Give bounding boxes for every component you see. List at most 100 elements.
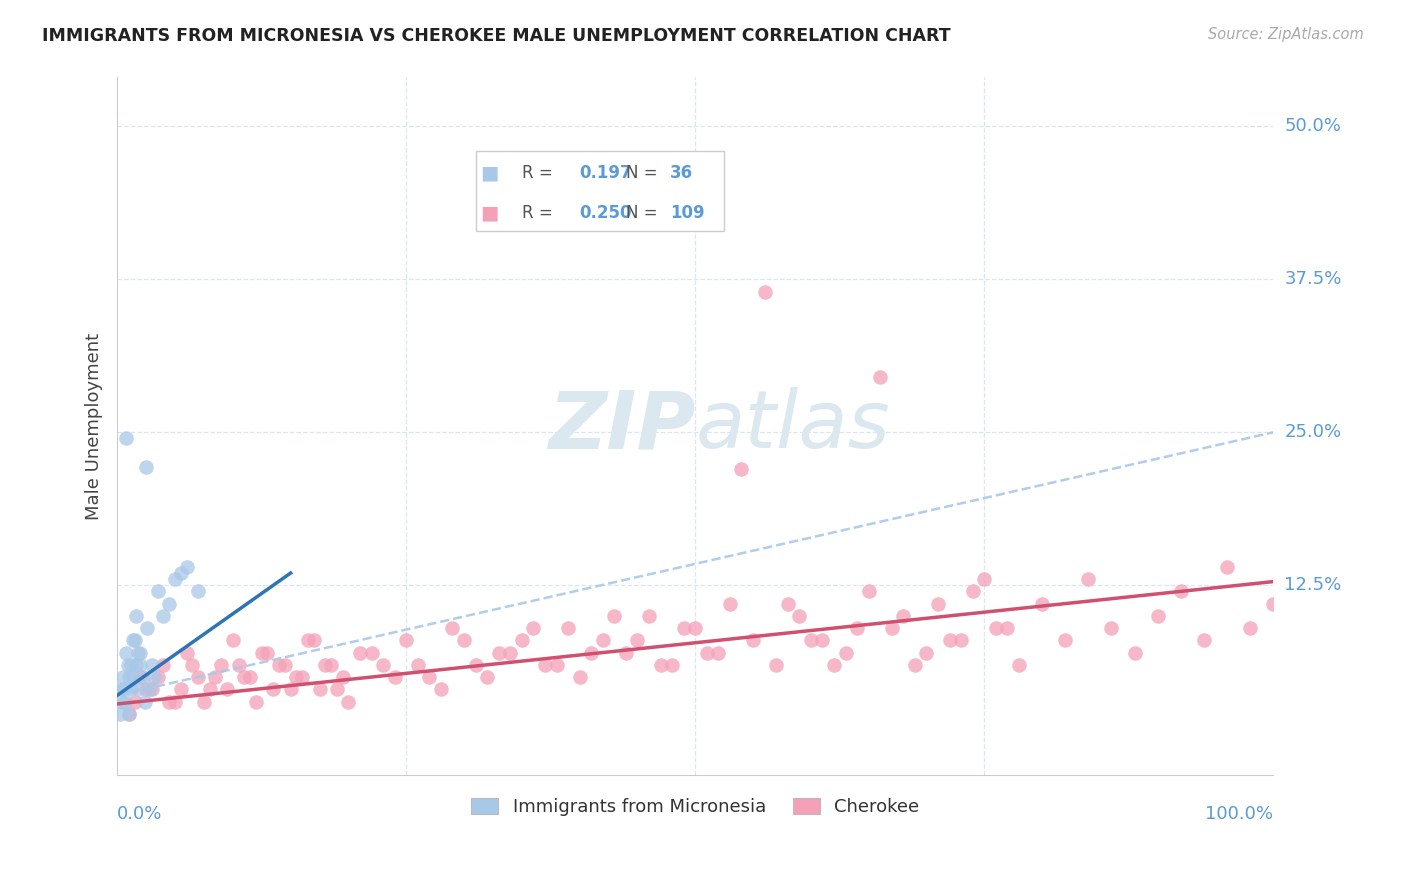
- Point: [765, 657, 787, 672]
- Text: N =: N =: [626, 204, 662, 222]
- Point: [285, 670, 308, 684]
- Point: [995, 621, 1018, 635]
- Point: [707, 646, 730, 660]
- Point: [124, 694, 146, 708]
- Point: [776, 597, 799, 611]
- Point: [125, 608, 148, 623]
- Point: [250, 646, 273, 660]
- Point: [475, 670, 498, 684]
- Point: [127, 646, 149, 660]
- Point: [891, 608, 914, 623]
- Point: [146, 584, 169, 599]
- Point: [927, 597, 949, 611]
- Point: [683, 621, 706, 635]
- Point: [938, 633, 960, 648]
- Point: [1263, 597, 1285, 611]
- Point: [1239, 621, 1261, 635]
- Point: [314, 657, 336, 672]
- Point: [134, 694, 156, 708]
- Point: [406, 657, 429, 672]
- Text: ■: ■: [481, 203, 499, 223]
- Point: [120, 657, 142, 672]
- Point: [280, 682, 302, 697]
- FancyBboxPatch shape: [475, 151, 724, 231]
- Point: [141, 682, 163, 697]
- Text: ZIP: ZIP: [548, 387, 695, 466]
- Point: [915, 646, 938, 660]
- Point: [510, 633, 533, 648]
- Point: [534, 657, 557, 672]
- Point: [441, 621, 464, 635]
- Point: [672, 621, 695, 635]
- Point: [124, 633, 146, 648]
- Point: [136, 621, 159, 635]
- Text: 109: 109: [669, 204, 704, 222]
- Text: 0.250: 0.250: [579, 204, 633, 222]
- Point: [984, 621, 1007, 635]
- Y-axis label: Male Unemployment: Male Unemployment: [86, 333, 103, 520]
- Point: [114, 694, 136, 708]
- Point: [395, 633, 418, 648]
- Point: [129, 657, 152, 672]
- Point: [256, 646, 278, 660]
- Point: [1031, 597, 1053, 611]
- Point: [122, 633, 145, 648]
- Point: [453, 633, 475, 648]
- Point: [332, 670, 354, 684]
- Point: [846, 621, 869, 635]
- Point: [110, 682, 132, 697]
- Text: Source: ZipAtlas.com: Source: ZipAtlas.com: [1208, 27, 1364, 42]
- Point: [111, 694, 134, 708]
- Point: [800, 633, 823, 648]
- Text: R =: R =: [522, 204, 558, 222]
- Point: [120, 682, 142, 697]
- Text: 36: 36: [669, 164, 693, 182]
- Point: [360, 646, 382, 660]
- Text: 50.0%: 50.0%: [1285, 118, 1341, 136]
- Point: [121, 670, 143, 684]
- Point: [1170, 584, 1192, 599]
- Point: [661, 657, 683, 672]
- Text: 25.0%: 25.0%: [1285, 424, 1341, 442]
- Point: [118, 706, 141, 721]
- Point: [834, 646, 856, 660]
- Point: [163, 572, 186, 586]
- Point: [488, 646, 510, 660]
- Point: [143, 670, 166, 684]
- Point: [131, 670, 153, 684]
- Text: N =: N =: [626, 164, 662, 182]
- Point: [488, 193, 510, 207]
- Text: 12.5%: 12.5%: [1285, 576, 1341, 594]
- Point: [1192, 633, 1215, 648]
- Point: [718, 597, 741, 611]
- Point: [204, 670, 226, 684]
- Point: [696, 646, 718, 660]
- Point: [823, 657, 845, 672]
- Point: [754, 285, 776, 299]
- Point: [118, 670, 141, 684]
- Point: [152, 608, 174, 623]
- Point: [950, 633, 973, 648]
- Point: [108, 706, 131, 721]
- Point: [170, 566, 193, 580]
- Point: [135, 682, 157, 697]
- Point: [111, 670, 134, 684]
- Point: [127, 682, 149, 697]
- Point: [117, 657, 139, 672]
- Point: [141, 657, 163, 672]
- Point: [730, 462, 752, 476]
- Point: [228, 657, 250, 672]
- Point: [152, 657, 174, 672]
- Point: [129, 670, 152, 684]
- Point: [198, 682, 221, 697]
- Point: [176, 560, 198, 574]
- Point: [418, 670, 440, 684]
- Point: [1101, 621, 1123, 635]
- Point: [546, 657, 568, 672]
- Point: [1123, 646, 1146, 660]
- Point: [135, 459, 157, 474]
- Point: [125, 657, 148, 672]
- Point: [869, 370, 891, 384]
- Point: [592, 633, 614, 648]
- Text: 37.5%: 37.5%: [1285, 270, 1341, 288]
